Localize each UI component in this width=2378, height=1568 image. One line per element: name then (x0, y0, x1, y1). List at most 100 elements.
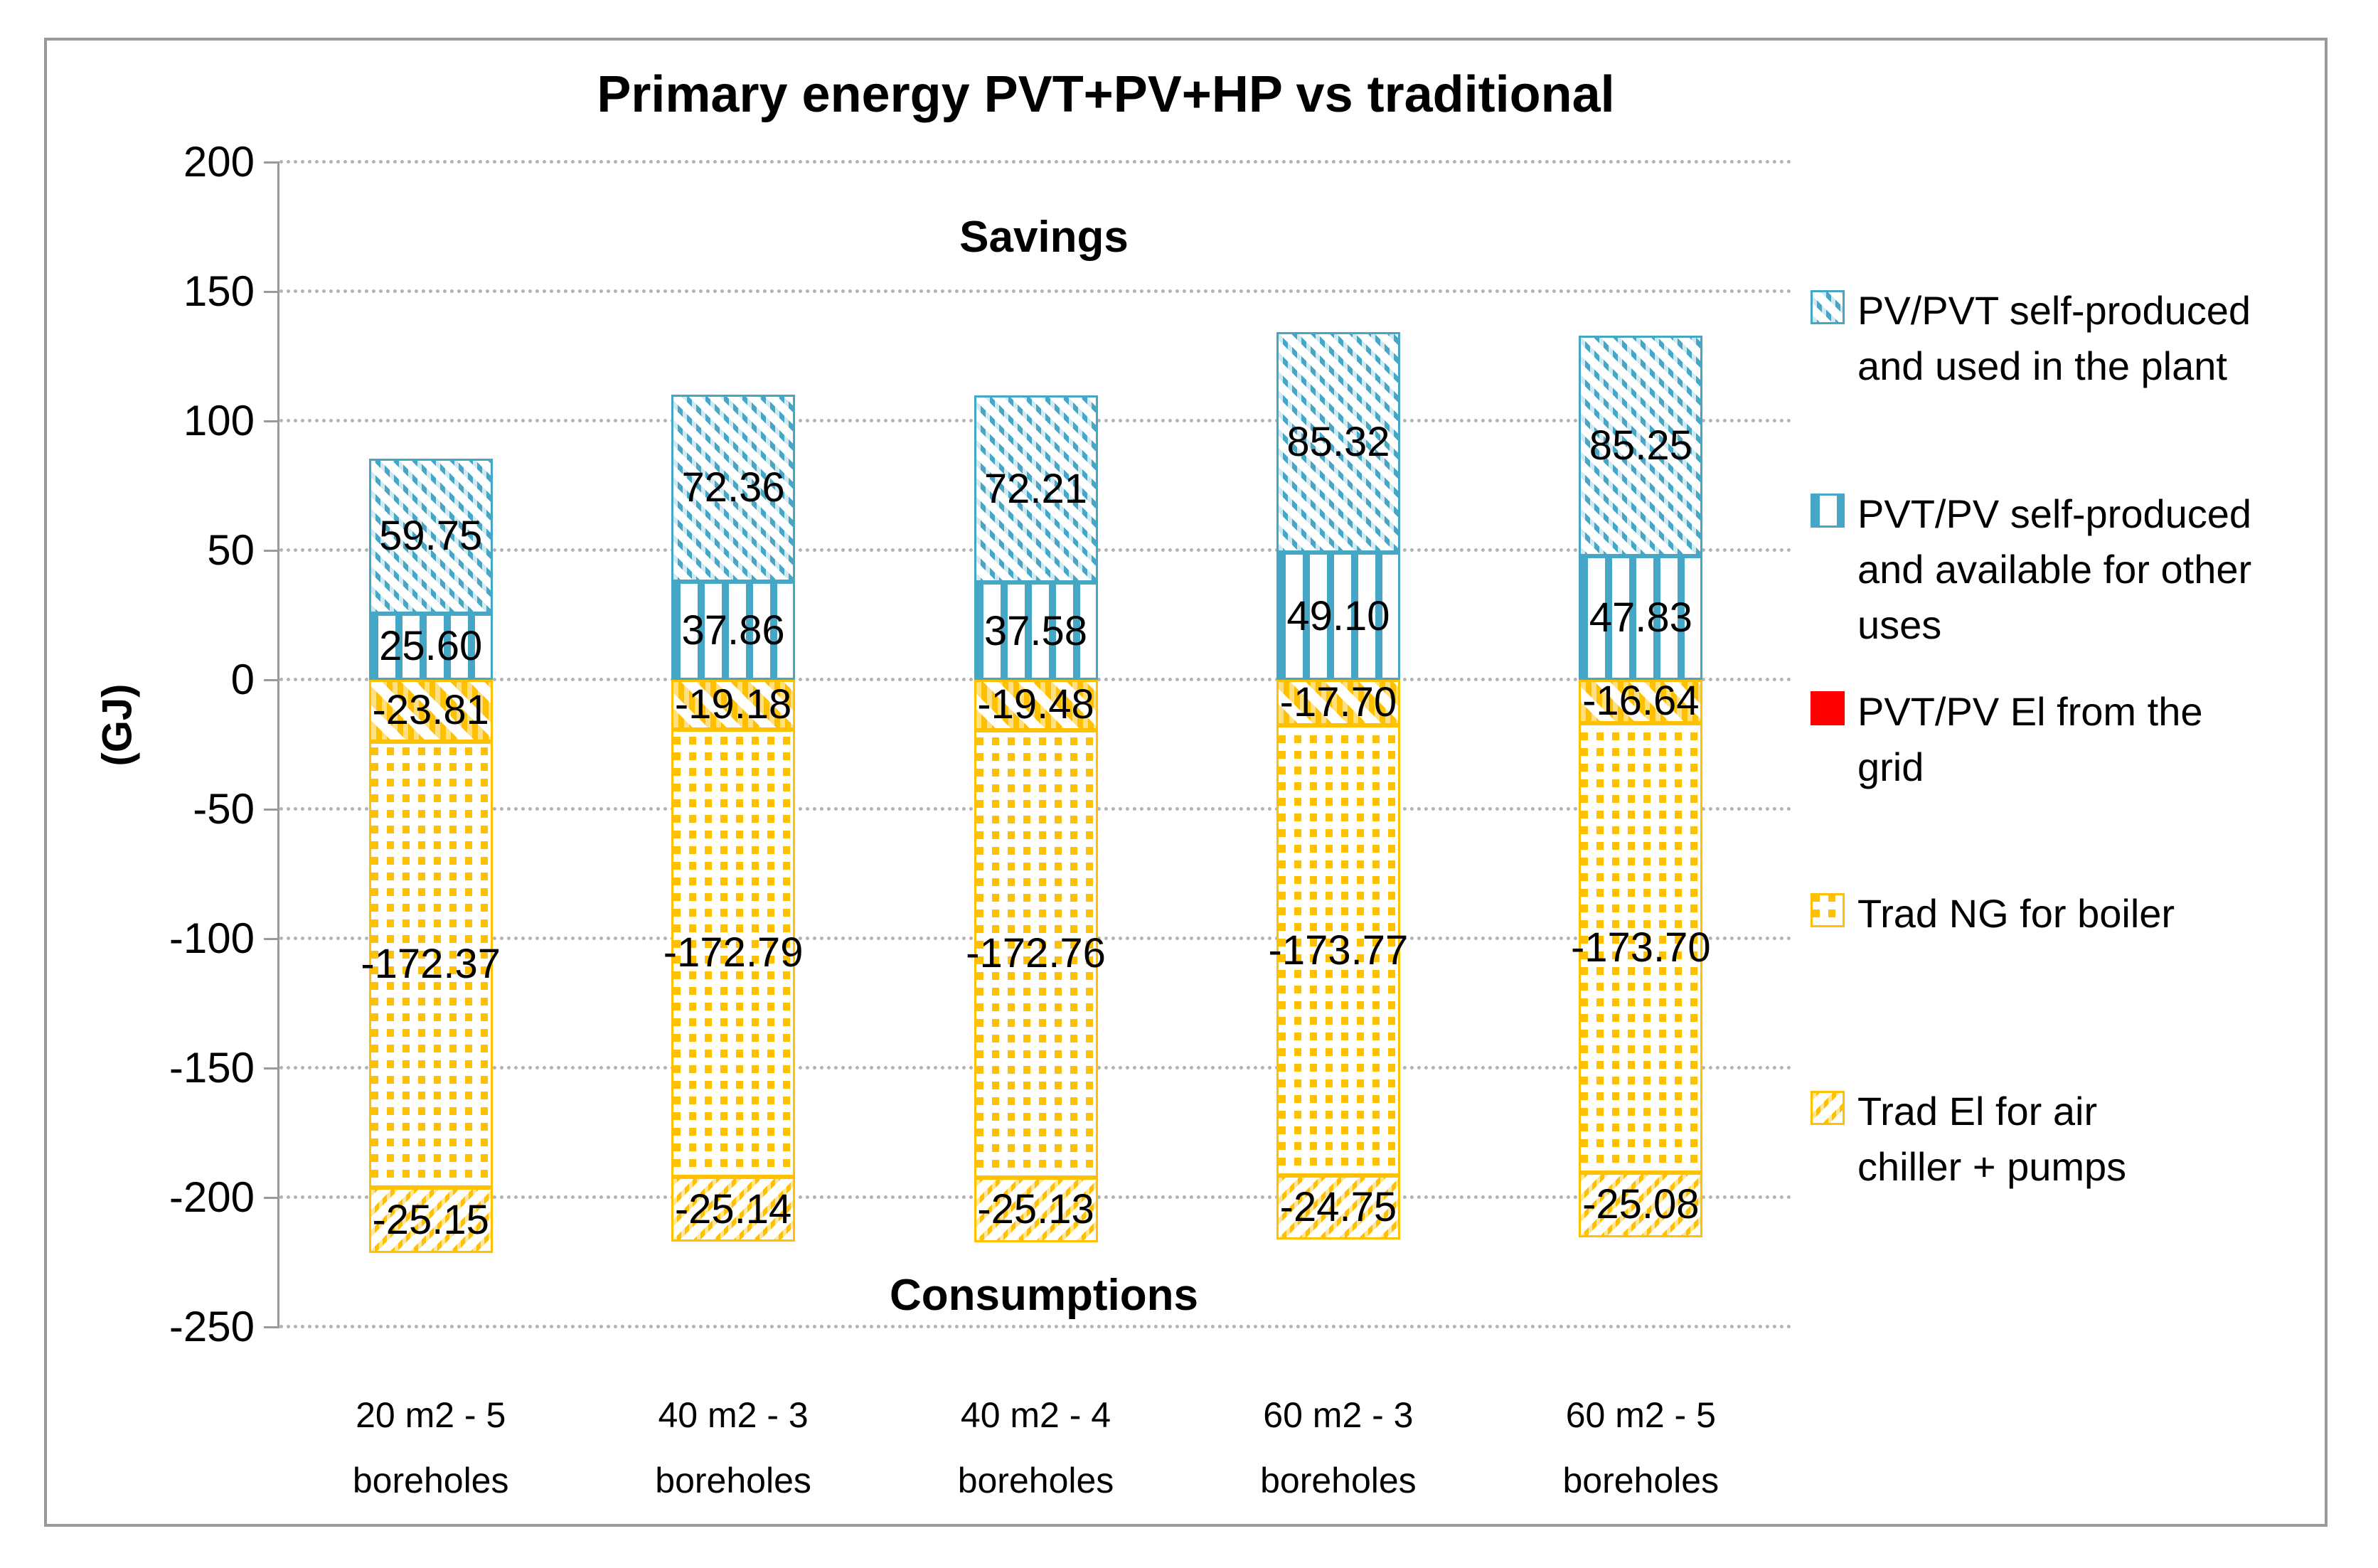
bar-value-label: -19.18 (674, 681, 792, 727)
bar-value-label: 72.36 (681, 464, 785, 511)
bar-value-label: -23.81 (372, 687, 489, 734)
y-axis-tick (264, 1326, 279, 1328)
y-axis-tick-label: 100 (183, 397, 255, 444)
legend-item-trad-ng: Trad NG for boiler (1811, 886, 2351, 942)
bar-value-label: 72.21 (983, 465, 1088, 512)
y-axis-tick-label: 50 (207, 526, 255, 574)
x-axis-category-line: boreholes (1562, 1461, 1719, 1500)
consumptions-annotation: Consumptions (890, 1271, 1198, 1320)
savings-annotation: Savings (959, 213, 1129, 262)
y-axis-tick-label: -200 (169, 1173, 255, 1221)
legend-label-line: grid (1857, 745, 1924, 789)
bar-value-label: -172.79 (663, 929, 804, 976)
y-axis-tick (264, 550, 279, 552)
legend-label-line: Trad NG for boiler (1857, 891, 2175, 936)
bar-value-label: 85.32 (1286, 418, 1390, 465)
legend-item-pvt-pv-available: PVT/PV self-produced and available for ot… (1811, 486, 2351, 653)
y-axis-tick (264, 420, 279, 422)
y-axis-tick (264, 161, 279, 164)
bar-segment-pv-pvt-used (1579, 335, 1703, 556)
x-axis-category-label: 20 m2 - 5 boreholes (274, 1382, 587, 1513)
legend-label: Trad El for air chiller + pumps (1857, 1084, 2126, 1195)
bar-segment-pv-pvt-used (368, 459, 493, 614)
bar-segment-trad-ng (671, 729, 796, 1177)
bar-value-label: -25.13 (977, 1186, 1094, 1233)
y-axis-tick (264, 809, 279, 811)
legend-label-line: uses (1857, 602, 1942, 647)
legend-label-line: chiller + pumps (1857, 1144, 2127, 1189)
y-axis-tick-label: -250 (169, 1303, 255, 1350)
legend-swatch-orange-diagonal-icon (1811, 1091, 1845, 1125)
bar-value-label: 37.86 (681, 607, 785, 654)
legend-swatch-red-solid-icon (1811, 691, 1845, 725)
bar-segment-trad-el (1579, 1172, 1703, 1238)
x-axis-category-label: 40 m2 - 4 boreholes (880, 1382, 1193, 1513)
bar-value-label: -25.15 (372, 1196, 489, 1243)
bar-value-label: -172.37 (361, 941, 501, 988)
bar-segment-pvt-pv-available (1579, 555, 1703, 680)
legend-label-line: and available for other (1857, 547, 2252, 592)
x-axis-category-line: 20 m2 - 5 (356, 1395, 506, 1435)
bar-segment-pv-pvt-used (671, 394, 796, 582)
bar-segment-pvt-pv-available (368, 613, 493, 680)
bar-segment-trad-el (974, 1177, 1098, 1243)
bar-segment-pvt-pv-grid (1276, 680, 1400, 726)
bar-value-label: 37.58 (983, 607, 1088, 654)
bar-segment-trad-ng (1579, 722, 1703, 1173)
bar-segment-pvt-pv-grid (671, 680, 796, 730)
bar-segment-pvt-pv-grid (368, 680, 493, 742)
bar-segment-trad-ng (974, 730, 1098, 1178)
y-axis-tick (264, 291, 279, 293)
y-axis-tick-label: -150 (169, 1044, 255, 1092)
bar-value-label: -172.76 (966, 930, 1106, 977)
y-axis-line (277, 162, 279, 1327)
bar-value-label: 59.75 (379, 513, 483, 560)
legend-label-line: PVT/PV El from the (1857, 689, 2203, 734)
legend-label-line: and used in the plant (1857, 343, 2227, 388)
bar-value-label: 25.60 (379, 623, 483, 670)
bar-segment-trad-el (1276, 1175, 1400, 1240)
legend-label: Trad NG for boiler (1857, 886, 2175, 942)
y-axis-tick-label: 0 (230, 656, 255, 703)
bar-value-label: -19.48 (977, 681, 1094, 728)
bar-segment-pvt-pv-available (671, 582, 796, 680)
gridline (279, 289, 1792, 293)
bar-segment-trad-ng (368, 741, 493, 1188)
x-axis-category-label: 60 m2 - 3 boreholes (1182, 1382, 1495, 1513)
y-axis-tick-label: -100 (169, 914, 255, 962)
x-axis-category-line: boreholes (957, 1461, 1114, 1500)
legend-item-pv-pvt-used: PV/PVT self-produced and used in the plan… (1811, 283, 2351, 394)
chart-title: Primary energy PVT+PV+HP vs traditional (597, 66, 1615, 123)
bar-value-label: -24.75 (1279, 1183, 1397, 1230)
bar-segment-trad-el (671, 1176, 796, 1242)
x-axis-category-line: boreholes (1260, 1461, 1417, 1500)
bar-segment-trad-ng (1276, 725, 1400, 1175)
bar-value-label: 47.83 (1589, 594, 1692, 641)
bar-segment-pvt-pv-available (974, 582, 1098, 680)
bar-value-label: -25.08 (1582, 1181, 1700, 1228)
bar-segment-pvt-pv-grid (974, 680, 1098, 730)
x-axis-category-line: 40 m2 - 4 (960, 1395, 1111, 1435)
y-axis-tick-label: 150 (183, 267, 255, 315)
legend-label-line: PVT/PV self-produced (1857, 491, 2252, 536)
legend-item-trad-el: Trad El for air chiller + pumps (1811, 1084, 2351, 1195)
bar-value-label: -173.77 (1268, 927, 1409, 974)
y-axis-tick (264, 1197, 279, 1199)
legend-swatch-orange-dots-icon (1811, 893, 1845, 927)
legend-swatch-blue-vertical-icon (1811, 494, 1845, 528)
chart-outer-border (44, 38, 2328, 1527)
bar-value-label: 85.25 (1589, 422, 1692, 469)
bar-segment-pvt-pv-available (1276, 553, 1400, 680)
y-axis-tick (264, 1067, 279, 1070)
bar-segment-pv-pvt-used (974, 395, 1098, 583)
x-axis-category-line: boreholes (352, 1461, 509, 1500)
x-axis-category-line: 40 m2 - 3 (658, 1395, 809, 1435)
x-axis-category-label: 60 m2 - 5 boreholes (1484, 1382, 1797, 1513)
bar-value-label: -25.14 (674, 1185, 792, 1232)
bar-segment-pv-pvt-used (1276, 331, 1400, 553)
bar-segment-trad-el (368, 1188, 493, 1253)
bar-value-label: -17.70 (1279, 679, 1397, 726)
gridline (279, 160, 1792, 164)
legend-label: PVT/PV El from the grid (1857, 684, 2203, 795)
